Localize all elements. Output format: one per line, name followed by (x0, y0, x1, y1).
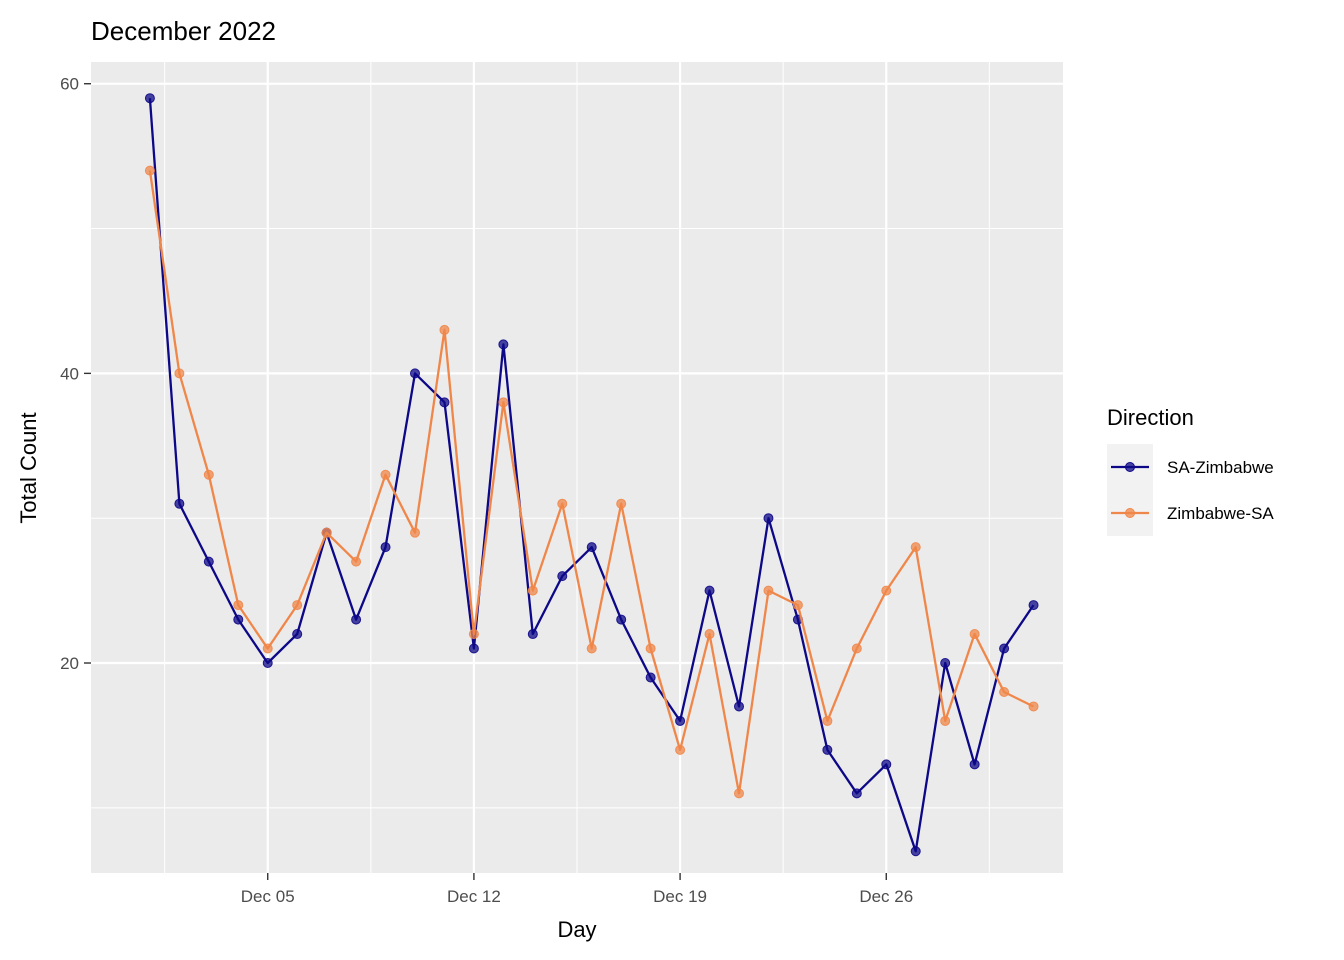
data-point (822, 744, 833, 755)
series-Zimbabwe-SA (144, 165, 1039, 799)
data-point (292, 629, 303, 640)
chart-title: December 2022 (91, 16, 276, 46)
data-point (704, 585, 715, 596)
y-axis: 20 40 60 (60, 75, 91, 673)
data-point (321, 527, 332, 538)
x-axis: Dec 05 Dec 12 Dec 19 Dec 26 (241, 873, 913, 906)
data-point (734, 701, 744, 712)
data-point (203, 469, 214, 480)
data-point (557, 571, 568, 582)
data-point (468, 643, 479, 654)
data-point (763, 585, 774, 596)
data-point (203, 556, 214, 567)
legend-title: Direction (1107, 405, 1194, 430)
y-tick-label: 20 (60, 654, 79, 673)
legend-label: Zimbabwe-SA (1167, 504, 1274, 523)
series-layer (144, 93, 1039, 857)
data-point (969, 759, 980, 770)
x-tick-label: Dec 26 (859, 887, 913, 906)
x-axis-title: Day (557, 917, 596, 942)
data-point (262, 658, 273, 669)
y-axis-title: Total Count (16, 412, 41, 523)
y-tick-label: 40 (60, 364, 79, 383)
data-point (527, 629, 538, 640)
data-point (1028, 701, 1039, 712)
data-point (233, 614, 244, 625)
data-point (380, 469, 391, 480)
data-point (380, 542, 391, 553)
data-point (174, 498, 185, 509)
data-point (881, 759, 892, 770)
data-point (940, 658, 951, 669)
legend-label: SA-Zimbabwe (1167, 458, 1274, 477)
data-point (616, 614, 627, 625)
data-point (527, 585, 538, 596)
data-point (410, 527, 420, 538)
data-point (351, 556, 362, 567)
data-point (292, 600, 303, 611)
x-tick-label: Dec 19 (653, 887, 707, 906)
data-point (704, 629, 715, 640)
data-point (144, 93, 155, 104)
data-point (940, 715, 951, 726)
data-point (910, 542, 921, 553)
data-point (675, 715, 686, 726)
data-point (233, 600, 244, 611)
data-point (616, 498, 627, 509)
data-point (851, 788, 862, 799)
data-point (645, 672, 656, 683)
data-point (557, 498, 568, 509)
x-tick-label: Dec 12 (447, 887, 501, 906)
y-tick-label: 60 (60, 75, 79, 94)
data-point (439, 324, 450, 335)
data-point (881, 585, 892, 596)
data-point (999, 686, 1010, 697)
data-point (969, 629, 980, 640)
data-point (675, 744, 686, 755)
data-point (822, 715, 833, 726)
legend-key-point (1125, 508, 1135, 518)
data-point (645, 643, 656, 654)
legend: Direction SA-Zimbabwe Zimbabwe-SA (1107, 405, 1274, 536)
data-point (174, 368, 185, 379)
data-point (410, 368, 420, 379)
data-point (144, 165, 155, 176)
data-point (910, 846, 921, 857)
data-point (351, 614, 362, 625)
data-point (468, 629, 479, 640)
grid-minor (91, 62, 1063, 873)
legend-key-point (1125, 462, 1135, 472)
data-point (851, 643, 862, 654)
data-point (1028, 600, 1039, 611)
x-tick-label: Dec 05 (241, 887, 295, 906)
data-point (763, 513, 774, 524)
data-point (498, 339, 509, 350)
data-point (792, 600, 803, 611)
data-point (999, 643, 1010, 654)
grid-major (91, 62, 1063, 873)
data-point (586, 643, 597, 654)
data-point (262, 643, 273, 654)
data-point (439, 397, 450, 408)
data-point (734, 788, 744, 799)
legend-items: SA-Zimbabwe Zimbabwe-SA (1107, 444, 1274, 536)
data-point (498, 397, 509, 408)
data-point (586, 542, 597, 553)
